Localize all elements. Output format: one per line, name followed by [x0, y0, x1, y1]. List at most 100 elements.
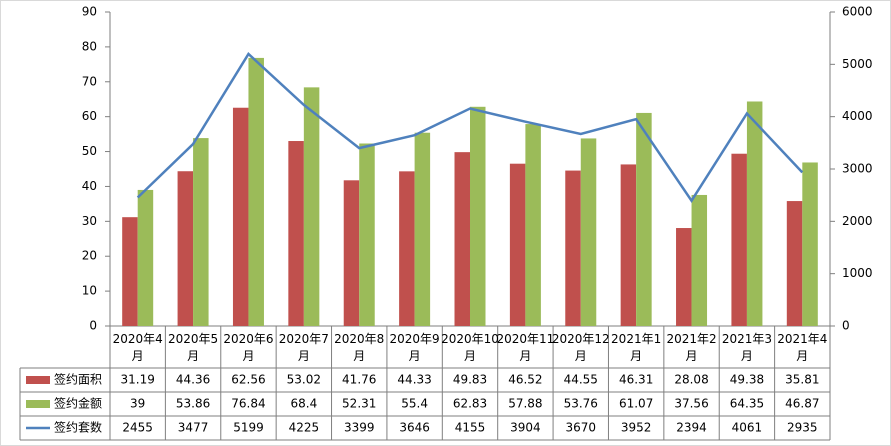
table-value: 53.86: [176, 397, 210, 411]
x-tick-label-line: 月: [741, 349, 753, 363]
table-value: 3646: [399, 421, 430, 435]
bar: [303, 87, 320, 326]
x-tick-label: 2020年8 月: [334, 332, 384, 363]
x-tick-label-line: 2020年9: [390, 332, 440, 346]
x-tick-label-line: 2021年1: [611, 332, 661, 346]
bar: [620, 164, 637, 326]
table-value: 4061: [732, 421, 763, 435]
y2-tick-label: 3000: [842, 162, 873, 176]
y-tick-label: 60: [82, 109, 97, 123]
bar: [802, 162, 818, 326]
y2-tick-label: 5000: [842, 57, 873, 71]
legend-key: [26, 400, 50, 408]
bar: [232, 107, 249, 326]
table-value: 5199: [233, 421, 264, 435]
table-value: 3904: [510, 421, 541, 435]
table-value: 62.83: [453, 397, 487, 411]
x-tick-label: 2020年5 月: [168, 332, 218, 363]
table-value: 46.87: [785, 397, 819, 411]
y-tick-label: 80: [82, 39, 97, 53]
x-tick-label-line: 月: [630, 349, 642, 363]
bar: [565, 170, 581, 326]
table-value: 39: [130, 397, 145, 411]
x-tick-label-line: 2020年6: [223, 332, 273, 346]
legend-label: 签约面积: [54, 372, 102, 387]
x-tick-label: 2020年4 月: [113, 332, 163, 363]
x-tick-label: 2021年2 月: [666, 332, 716, 363]
x-tick-label: 2020年6 月: [223, 332, 273, 363]
bar: [193, 138, 209, 326]
bar: [122, 217, 138, 326]
x-tick-label-line: 月: [409, 349, 421, 363]
bar: [454, 152, 470, 326]
x-tick-label-line: 2021年2: [666, 332, 716, 346]
x-tick-label: 2020年10 月: [441, 332, 499, 363]
y2-tick-label: 4000: [842, 109, 873, 123]
legend-label: 签约套数: [54, 420, 102, 435]
x-tick-label-line: 月: [464, 349, 476, 363]
x-tick-label: 2021年4 月: [777, 332, 827, 363]
table-value: 76.84: [231, 397, 265, 411]
table-value: 2394: [676, 421, 707, 435]
bar: [676, 228, 692, 326]
y-tick-label: 10: [82, 284, 97, 298]
x-tick-label-line: 2020年10: [441, 332, 499, 346]
bar: [580, 138, 597, 326]
y-tick-label: 50: [82, 144, 97, 158]
table-value: 41.76: [342, 373, 376, 387]
bar: [414, 132, 431, 326]
x-tick-label: 2020年9 月: [390, 332, 440, 363]
x-tick-label: 2021年3 月: [722, 332, 772, 363]
bar: [248, 57, 264, 326]
table-value: 4225: [289, 421, 320, 435]
x-tick-label-line: 月: [298, 349, 310, 363]
y-tick-label: 20: [82, 249, 97, 263]
table-value: 37.56: [674, 397, 708, 411]
bar: [177, 171, 194, 326]
bar: [525, 124, 541, 326]
y-tick-label: 0: [89, 319, 97, 333]
x-tick-label-line: 2021年4: [777, 332, 827, 346]
bar: [137, 189, 154, 326]
table-value: 46.31: [619, 373, 653, 387]
table-value: 3399: [344, 421, 375, 435]
table-value: 44.33: [397, 373, 431, 387]
bar: [691, 194, 708, 326]
bar: [509, 163, 526, 326]
table-value: 44.55: [564, 373, 598, 387]
bar: [470, 106, 486, 326]
y2-tick-label: 1000: [842, 266, 873, 280]
y-tick-label: 90: [82, 5, 97, 19]
y-tick-label: 70: [82, 74, 97, 88]
table-value: 28.08: [674, 373, 708, 387]
line: [136, 51, 804, 203]
table-value: 61.07: [619, 397, 653, 411]
x-tick-label-line: 月: [353, 349, 365, 363]
table-value: 53.02: [287, 373, 321, 387]
table-value: 46.52: [508, 373, 542, 387]
x-tick-label-line: 2020年7: [279, 332, 329, 346]
y2-tick-label: 2000: [842, 214, 873, 228]
table-value: 57.88: [508, 397, 542, 411]
bar: [636, 112, 652, 326]
table-value: 3670: [565, 421, 596, 435]
x-tick-label-line: 月: [187, 349, 199, 363]
table-value: 2935: [787, 421, 818, 435]
x-tick-label-line: 2020年5: [168, 332, 218, 346]
x-tick-label-line: 月: [796, 349, 808, 363]
bar: [746, 101, 763, 327]
table-value: 44.36: [176, 373, 210, 387]
table-value: 55.4: [401, 397, 428, 411]
x-tick-label-line: 月: [575, 349, 587, 363]
x-tick-label-line: 2020年12: [552, 332, 610, 346]
x-tick-label-line: 月: [686, 349, 698, 363]
x-tick-label: 2020年7 月: [279, 332, 329, 363]
x-tick-label-line: 2020年8: [334, 332, 384, 346]
table-value: 35.81: [785, 373, 819, 387]
x-tick-label-line: 月: [132, 349, 144, 363]
x-tick-label: 2021年1 月: [611, 332, 661, 363]
x-tick-label-line: 月: [242, 349, 254, 363]
table-value: 62.56: [231, 373, 265, 387]
table-value: 3477: [178, 421, 209, 435]
table-value: 53.76: [564, 397, 598, 411]
